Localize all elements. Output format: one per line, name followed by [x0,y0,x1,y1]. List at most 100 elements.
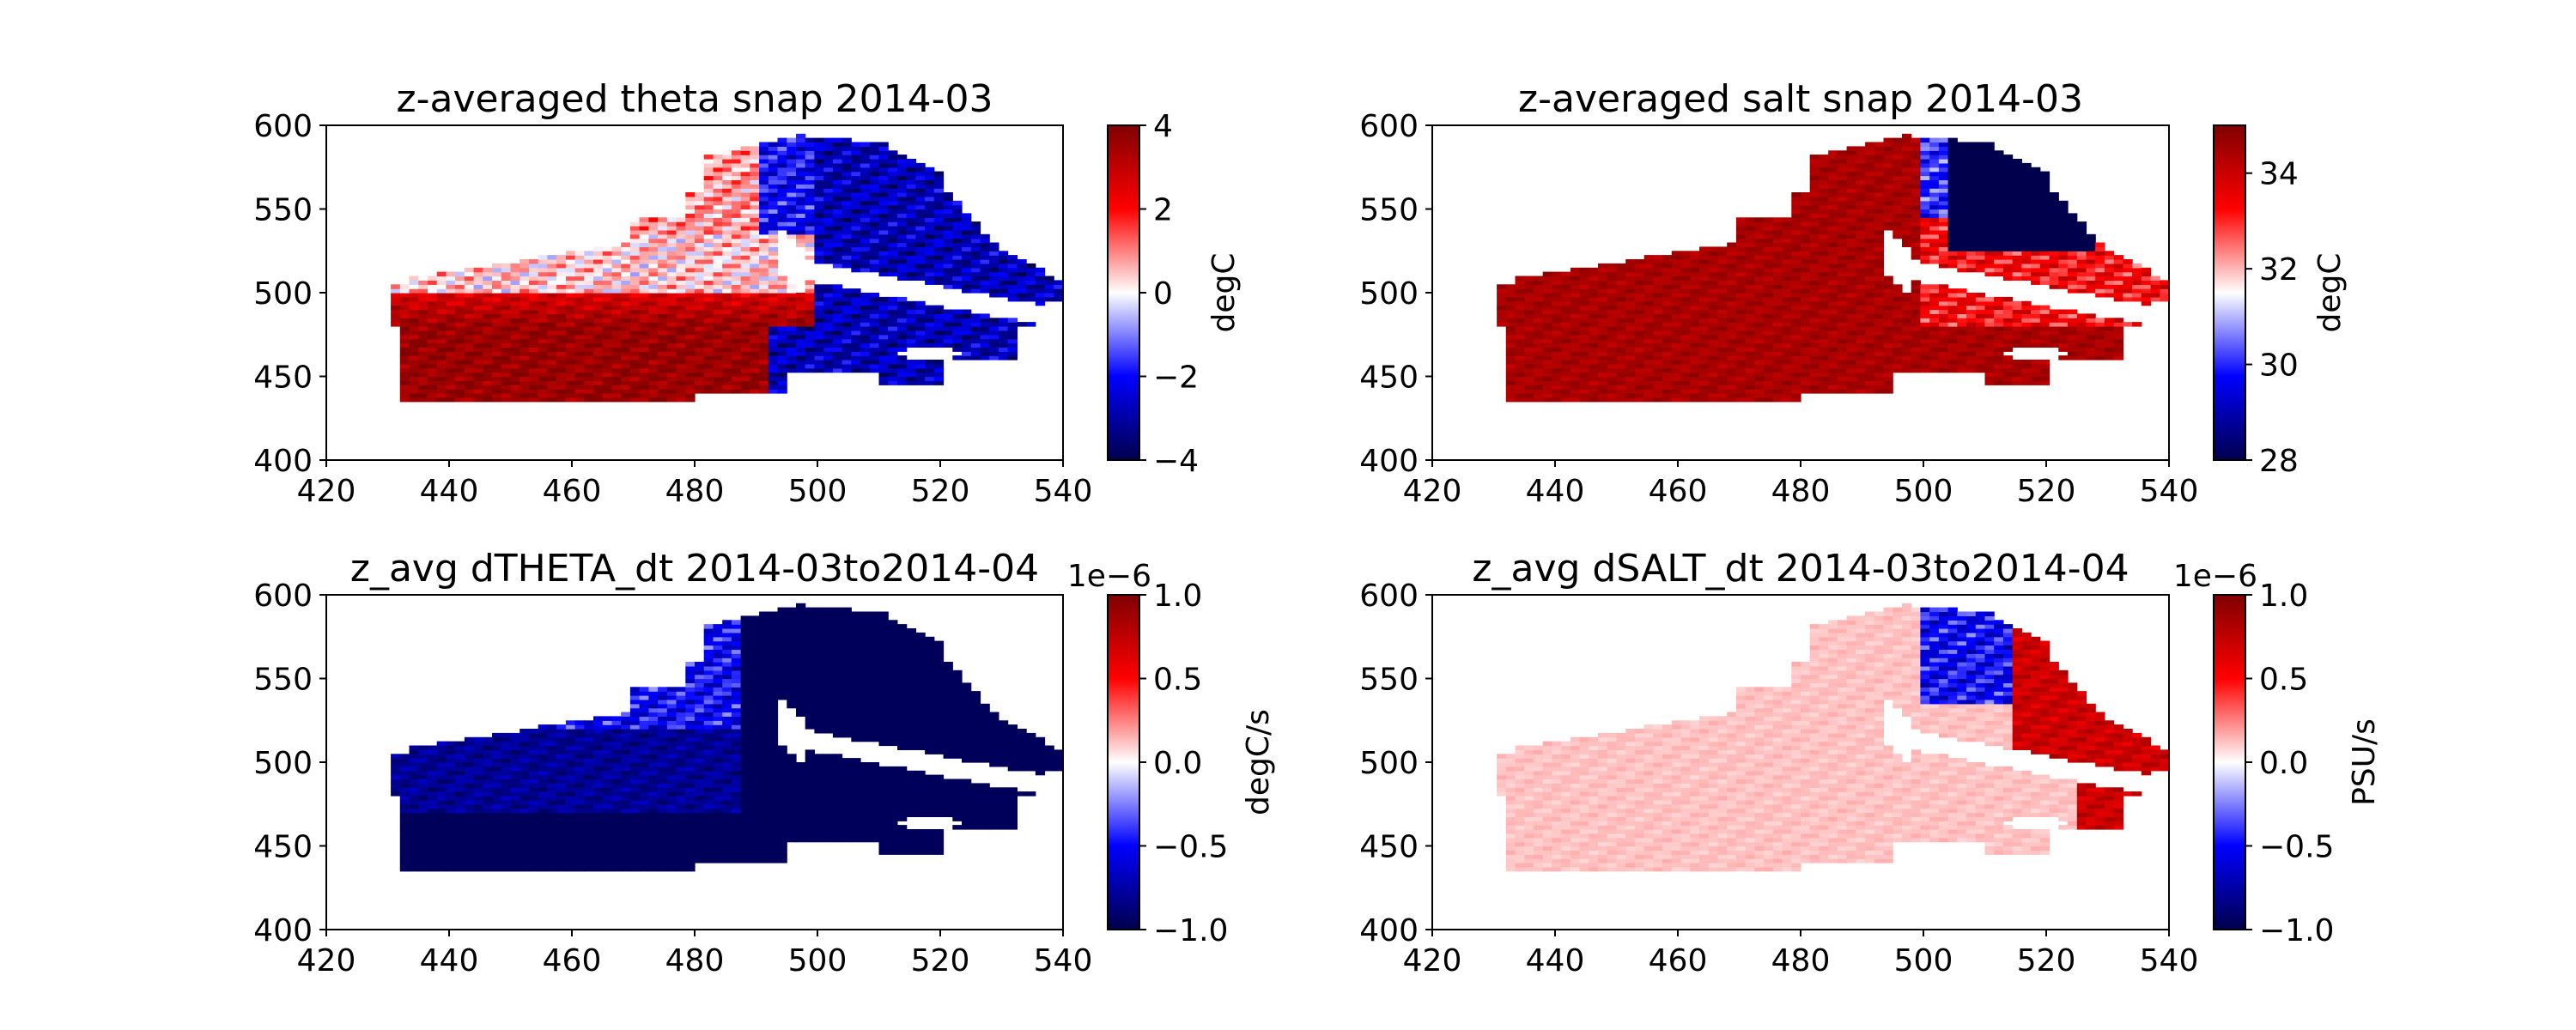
grid-cell [1856,159,1866,164]
grid-cell [538,293,548,298]
grid-cell [1865,313,1875,318]
grid-cell [1846,217,1856,222]
grid-cell [703,175,714,180]
grid-cell [629,372,641,378]
grid-cell [925,184,935,189]
grid-cell [1883,213,1893,218]
grid-cell [574,397,585,403]
grid-cell [851,179,861,185]
grid-cell [1662,318,1673,323]
grid-cell [1598,322,1608,327]
grid-cell [1717,251,1728,256]
grid-cell [713,192,723,197]
grid-cell [464,288,475,294]
grid-cell [593,351,604,356]
grid-cell [814,347,824,352]
grid-cell [1938,334,1949,340]
grid-cell [814,238,824,244]
grid-cell [621,300,631,306]
grid-cell [1865,347,1875,352]
grid-cell [1911,150,1921,155]
grid-cell [805,296,815,302]
grid-cell [1947,318,1958,323]
grid-cell [1625,397,1636,403]
grid-cell [1524,326,1534,331]
grid-cell [888,246,898,251]
grid-cell [1552,280,1562,285]
grid-cell [1589,355,1599,360]
grid-cell [1662,296,1673,302]
grid-cell [455,360,465,365]
grid-cell [1911,360,1921,365]
grid-cell [1735,242,1747,247]
grid-cell [823,288,834,294]
grid-cell [1929,171,1940,177]
grid-cell [409,330,419,336]
grid-cell [888,154,898,160]
grid-cell [777,196,787,202]
grid-cell [1856,146,1866,151]
grid-cell [1883,305,1893,311]
grid-cell [1515,330,1525,336]
grid-cell [1552,393,1562,398]
grid-cell [519,276,530,281]
grid-cell [750,300,760,306]
grid-cell [648,313,659,318]
grid-cell [1690,397,1700,403]
grid-cell [1856,213,1866,218]
grid-cell [409,363,419,369]
grid-cell [1791,334,1801,340]
grid-cell [740,322,750,327]
grid-cell [418,376,428,381]
grid-cell [1966,347,1977,352]
grid-cell [1819,300,1829,306]
grid-cell [399,376,410,381]
grid-cell [897,162,908,168]
grid-cell [768,159,779,164]
grid-cell [428,351,438,356]
grid-cell [851,305,861,311]
grid-cell [611,367,622,373]
grid-cell [851,175,861,180]
grid-cell [1957,296,1967,302]
grid-cell [648,334,659,340]
grid-cell [1929,162,1940,168]
grid-cell [685,342,696,348]
grid-cell [897,259,908,264]
grid-cell [1966,296,1977,302]
grid-cell [888,309,898,314]
grid-cell [639,334,649,340]
grid-cell [1635,376,1645,381]
grid-cell [593,347,604,352]
grid-cell [851,167,861,173]
grid-cell [851,347,861,352]
grid-cell [1947,200,1958,206]
grid-cell [436,393,447,398]
grid-cell [888,367,898,373]
grid-cell [897,238,908,244]
grid-cell [1635,397,1645,403]
grid-cell [639,276,649,281]
grid-cell [584,309,594,314]
grid-cell [970,288,981,294]
grid-cell [565,355,576,360]
grid-cell [915,259,926,264]
grid-cell [1902,175,1912,180]
grid-cell [436,347,447,352]
grid-cell [1782,242,1792,247]
grid-cell [1625,367,1636,373]
grid-cell [666,385,677,390]
grid-cell [713,188,723,193]
x-tick-label: 540 [1034,474,1093,509]
grid-cell [1727,351,1737,356]
grid-cell [888,204,898,210]
grid-cell [1902,360,1912,365]
grid-cell [519,385,530,390]
grid-cell [703,284,714,289]
grid-cell [1809,284,1820,289]
grid-cell [1764,385,1774,390]
grid-cell [1893,367,1903,373]
grid-cell [391,318,401,323]
grid-cell [805,360,815,365]
grid-cell [1809,293,1820,298]
